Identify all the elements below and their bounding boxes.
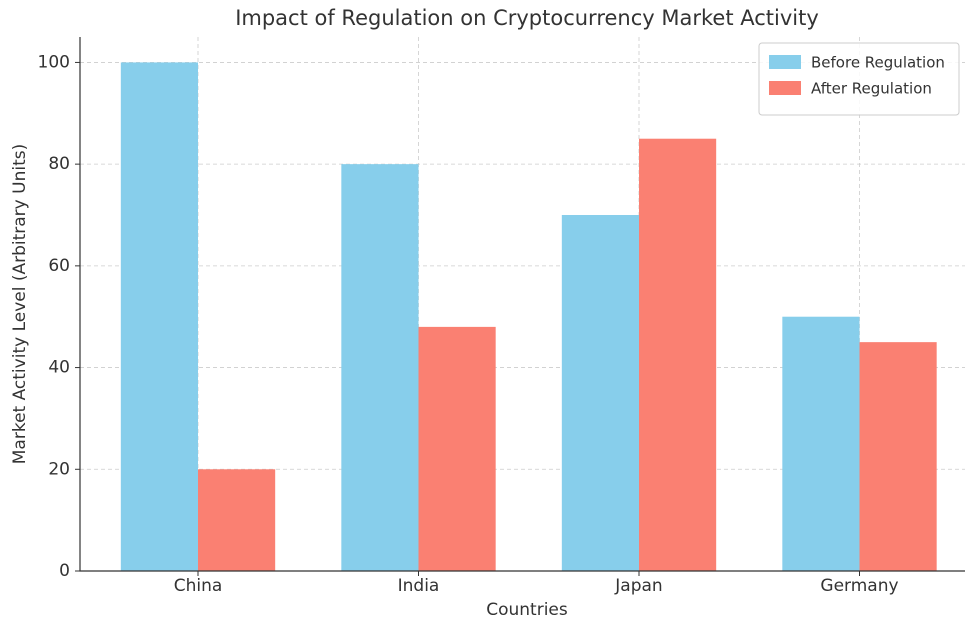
bar xyxy=(561,215,639,571)
legend-label: After Regulation xyxy=(811,80,932,98)
y-tick-label: 0 xyxy=(59,561,70,581)
y-tick-label: 60 xyxy=(48,256,70,276)
y-tick-label: 20 xyxy=(48,459,70,479)
axes-frame xyxy=(79,37,965,572)
bar xyxy=(198,469,276,571)
y-axis-label: Market Activity Level (Arbitrary Units) xyxy=(10,144,30,465)
x-tick-label: India xyxy=(398,576,440,596)
x-tick-label: China xyxy=(174,576,223,596)
bar xyxy=(341,164,419,571)
legend-label: Before Regulation xyxy=(811,54,945,72)
x-tick-label: Japan xyxy=(614,576,662,596)
bar xyxy=(639,138,717,571)
x-tick-label: Germany xyxy=(820,576,898,596)
legend-swatch xyxy=(769,81,801,95)
legend-swatch xyxy=(769,55,801,69)
y-tick-label: 80 xyxy=(48,154,70,174)
legend: Before Regulation After Regulation xyxy=(758,42,960,116)
bar xyxy=(418,326,496,571)
chart-title: Impact of Regulation on Cryptocurrency M… xyxy=(235,6,819,30)
bar xyxy=(859,342,937,571)
bar xyxy=(120,62,198,572)
y-tick-label: 100 xyxy=(38,52,70,72)
bar xyxy=(782,316,860,571)
y-tick-label: 40 xyxy=(48,358,70,378)
x-axis-label: Countries xyxy=(486,600,568,620)
legend-box xyxy=(758,42,960,116)
